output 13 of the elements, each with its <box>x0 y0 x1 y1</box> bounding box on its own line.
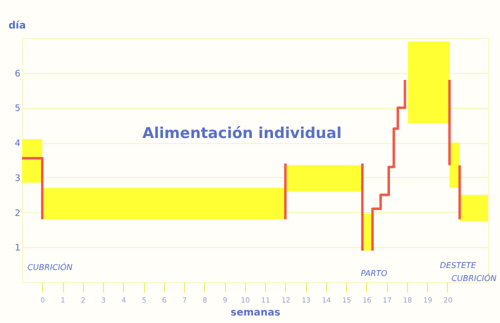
text: Alimentación individual <box>142 124 342 142</box>
y-tick-label: 4 <box>14 139 21 150</box>
annotation: CUBRICIÓN <box>27 262 73 272</box>
y-axis-title: día <box>8 20 26 32</box>
y-tick-label: 6 <box>14 69 21 80</box>
y-tick-label: 3 <box>14 174 20 184</box>
y-tick-label: 2 <box>14 208 20 219</box>
y-tick-label: 1 <box>14 244 20 254</box>
annotation: DESTETE <box>440 261 478 270</box>
annotation: PARTO <box>360 269 388 278</box>
y-tick-label: 5 <box>14 104 20 114</box>
x-axis-title: semanas <box>230 308 280 318</box>
annotation: CUBRICIÓN <box>451 273 497 283</box>
